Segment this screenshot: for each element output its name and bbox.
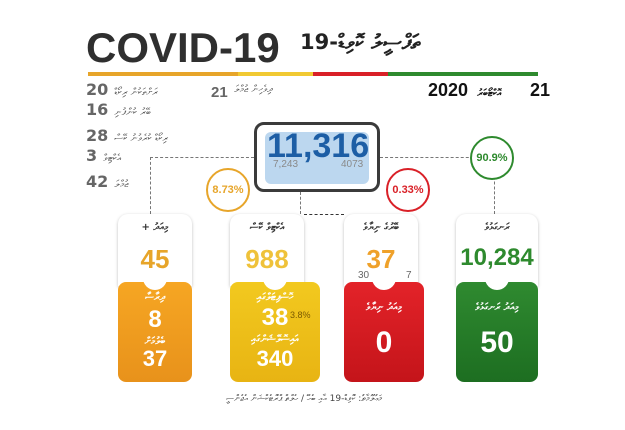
panel-label: ބެލުމަށް (144, 336, 166, 347)
source-footer: މަޢުލޫމާތު: ކޮވިޑް-19 އާއި ބެހޭ / ހެލްތް… (226, 394, 383, 404)
side-stat-value: 20 (86, 80, 109, 99)
connector-line (494, 157, 495, 214)
panel-value: 37 (142, 346, 168, 371)
side-stat-label: ޖުމްލަ (114, 179, 129, 190)
total-cases-panel (265, 132, 369, 184)
page-title-dhivehi: ތަފްސީލު ކޮވިޑް-19 (300, 30, 421, 54)
page-title: COVID-19 (86, 24, 280, 71)
panel-label: އައިސޮލޭޝަންގައި (251, 334, 299, 345)
date-year: 2020 (428, 80, 469, 100)
side-stat: 3 އެކްޓިވް (86, 146, 121, 165)
side-stat-label: ބޭރު ކުންފުނި (114, 107, 151, 118)
card-sub-left: 30 (358, 270, 370, 281)
connector-line (380, 157, 494, 158)
panel-pct: 3.8% (290, 310, 311, 320)
connector-line (150, 157, 151, 214)
card-label: މިއަދު + (141, 222, 169, 233)
connector-line (150, 157, 254, 158)
panel-notch (485, 274, 509, 290)
date-month: އޮކްޓޯބަރު (477, 88, 502, 99)
locale-value: 21 (211, 84, 228, 101)
total-cases-box: 11,316 7,243 4073 (254, 122, 380, 192)
panel-label: ހޮސްޕިޓަލްގައި (256, 292, 294, 303)
stripe-segment (388, 72, 463, 76)
card-label: ބޭރުގެ ނިޔާވެ (363, 222, 399, 233)
connector-line (304, 214, 344, 215)
total-cases-sub-right: 4073 (341, 159, 364, 170)
panel-green: މިއަދު ރަނގަޅުވެ 50 (456, 274, 538, 382)
stripe-segment (163, 72, 238, 76)
card-sub-right: 7 (406, 270, 412, 281)
side-stat: 16 ބޭރު ކުންފުނި (86, 100, 151, 119)
date-day: 21 (530, 80, 551, 100)
panel-yellow: ހޮސްޕިޓަލްގައި 38 3.8% އައިސޮލޭޝަންގައި … (230, 274, 320, 382)
panel-value: 0 (375, 326, 393, 359)
side-stat-value: 3 (86, 146, 98, 165)
stripe-segment (463, 72, 538, 76)
panel-label: މިއަދު ނިޔާވެ (365, 302, 403, 313)
locale-label: ދިވެހިން ޖުމްލަ (234, 84, 273, 95)
side-stat: 42 ޖުމްލަ (86, 172, 128, 191)
card-label: ރަނގަޅުވެ (484, 222, 510, 233)
stripe-segment (313, 72, 388, 76)
total-cases-sub-left: 7,243 (273, 159, 299, 170)
side-stat-value: 42 (86, 172, 109, 191)
active-pct-bubble: 0.33% (386, 168, 430, 212)
panel-label: ދިރާސާ (145, 292, 165, 303)
total-cases-value: 11,316 (267, 127, 370, 165)
panel-label: މިއަދު ރަނގަޅުވެ (475, 302, 519, 313)
stripe-segment (238, 72, 313, 76)
stripe-segment (88, 72, 163, 76)
date-line: 2020 އޮކްޓޯބަރު (428, 80, 505, 101)
side-stat-label: ރަށްތަކުން ރިކޯޑް (114, 87, 158, 98)
side-stat: 28 ރިކޯޑް ކުރެވުނު ކޭސް (86, 126, 168, 145)
panel-orange: ދިރާސާ 8 ބެލުމަށް 37 (118, 274, 192, 382)
panel-notch (372, 274, 396, 290)
panel-value: 38 (261, 304, 289, 331)
deaths-pct-bubble: 8.73% (206, 168, 250, 212)
card-value: 988 (245, 244, 289, 274)
card-value: 10,284 (460, 244, 534, 271)
side-stat-value: 16 (86, 100, 109, 119)
side-stat-label: އެކްޓިވް (103, 153, 121, 164)
panel-red: މިއަދު ނިޔާވެ 0 (344, 274, 424, 382)
card-value: 45 (140, 244, 170, 274)
card-value: 37 (366, 244, 396, 274)
recovered-pct-bubble: 90.9% (470, 136, 514, 180)
panel-value: 340 (256, 346, 294, 371)
color-stripe (88, 72, 538, 76)
side-stat-label: ރިކޯޑް ކުރެވުނު ކޭސް (114, 133, 168, 144)
panel-notch (143, 274, 167, 290)
side-stat: 20 ރަށްތަކުން ރިކޯޑް (86, 80, 158, 99)
side-stat-value: 28 (86, 126, 109, 145)
panel-value: 8 (148, 306, 162, 333)
connector-line (300, 192, 301, 214)
card-recovered: ރަނގަޅުވެ 10,284 (456, 214, 538, 286)
panel-value: 50 (480, 326, 514, 359)
panel-notch (263, 274, 287, 290)
card-label: އެކްޓިވް ކޭސް (249, 222, 285, 233)
